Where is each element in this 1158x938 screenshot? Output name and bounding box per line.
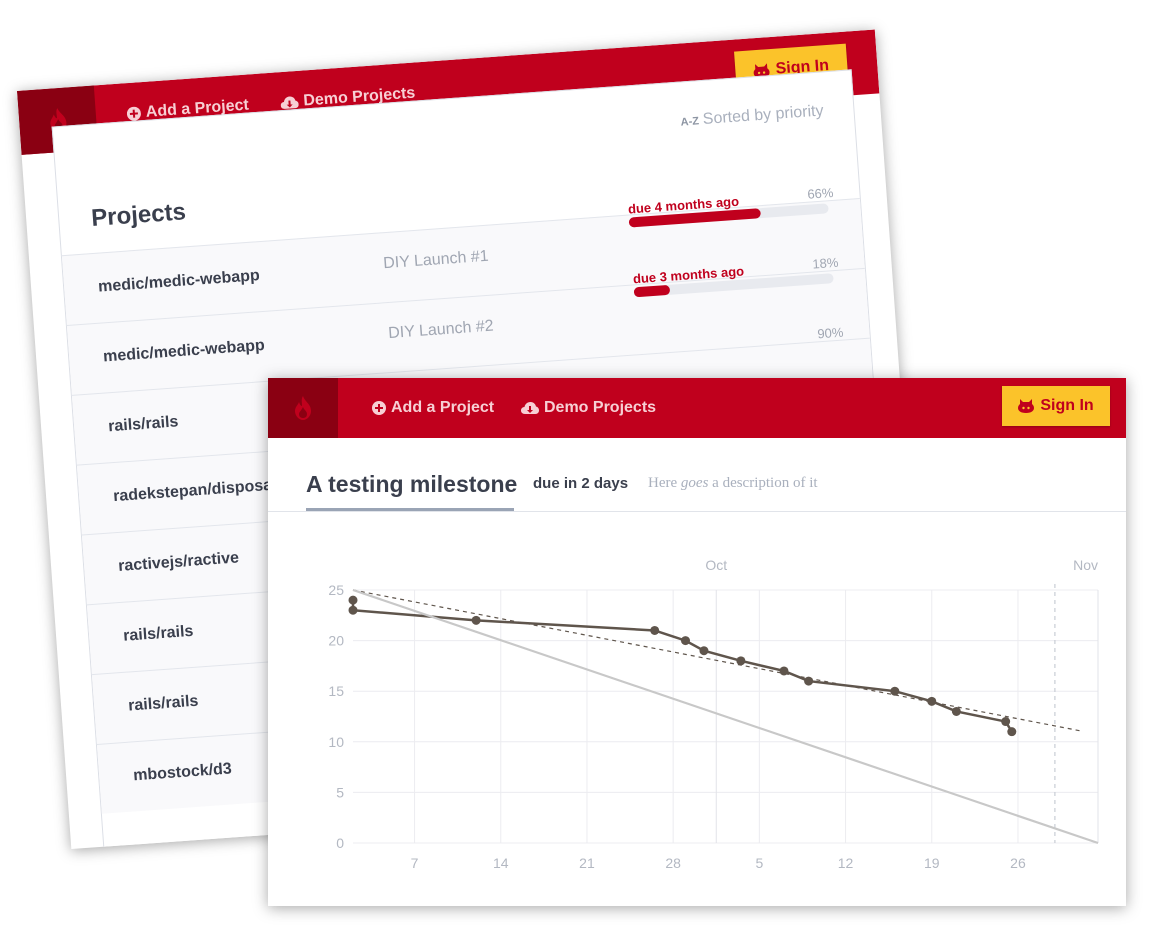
sign-in-button[interactable]: Sign In: [1002, 386, 1110, 426]
series-trend-line: [352, 589, 1080, 732]
sort-toggle[interactable]: A-Z Sorted by priority: [680, 102, 824, 130]
x-tick-label: 14: [493, 855, 509, 871]
data-point: [779, 666, 789, 676]
progress-fill: [633, 284, 671, 298]
data-point: [348, 595, 358, 605]
progress-percent: 66%: [806, 184, 834, 202]
x-tick-label: 26: [1010, 855, 1026, 871]
series-actual-line: [351, 600, 1013, 733]
y-tick-label: 15: [328, 683, 344, 699]
header-divider: [268, 511, 1126, 512]
add-project-label: Add a Project: [391, 399, 495, 416]
plus-circle-icon: [126, 106, 141, 121]
data-point: [736, 656, 746, 666]
flame-icon: [295, 396, 311, 420]
sort-label: Sorted by priority: [702, 102, 825, 129]
x-tick-label: 21: [579, 855, 595, 871]
progress-percent: 18%: [811, 254, 839, 272]
description-pre: Here: [648, 475, 681, 491]
cloud-download-icon: [280, 96, 299, 109]
sort-az-icon: A-Z: [680, 115, 700, 129]
sign-in-button[interactable]: Sign In: [734, 43, 849, 94]
page-title: Projects: [90, 198, 187, 232]
project-name[interactable]: mbostock/d3: [132, 760, 233, 785]
add-project-link[interactable]: Add a Project: [372, 399, 494, 417]
milestone-due: due in 2 days: [533, 475, 629, 492]
demo-projects-label: Demo Projects: [544, 399, 657, 416]
project-name[interactable]: medic/medic-webapp: [102, 336, 266, 366]
milestone-title[interactable]: A testing milestone: [306, 471, 518, 497]
data-point: [1001, 717, 1011, 727]
x-tick-label: 7: [411, 855, 419, 871]
sign-in-label: Sign In: [1040, 397, 1094, 414]
add-project-link[interactable]: Add a Project: [126, 96, 249, 123]
top-nav-bar: Add a Project Demo Projects Sign In: [268, 378, 1126, 438]
data-point: [699, 646, 709, 656]
month-label: Oct: [705, 557, 727, 573]
projects-window: Add a Project Demo Projects Sign In A-Z S…: [17, 29, 930, 850]
milestone-description: Here goes a description of it: [648, 475, 818, 492]
project-name[interactable]: rails/rails: [107, 413, 179, 436]
project-name[interactable]: ractivejs/ractive: [117, 549, 240, 575]
data-point: [927, 696, 937, 706]
x-tick-label: 5: [755, 855, 763, 871]
data-point: [348, 605, 358, 615]
data-point: [1007, 727, 1017, 737]
data-point: [471, 615, 481, 625]
github-octocat-icon: [1018, 399, 1035, 413]
y-tick-label: 0: [336, 835, 344, 851]
progress-percent: 90%: [816, 324, 844, 342]
series-ideal-line: [352, 588, 1099, 845]
github-octocat-icon: [753, 63, 770, 78]
description-post: a description of it: [708, 475, 818, 491]
x-tick-label: 28: [665, 855, 681, 871]
plus-circle-icon: [372, 401, 386, 415]
x-tick-label: 19: [924, 855, 940, 871]
milestone-name[interactable]: DIY Launch #1: [382, 247, 490, 273]
y-tick-label: 5: [336, 784, 344, 800]
milestone-window: Add a Project Demo Projects Sign In A te…: [268, 378, 1126, 906]
data-point: [890, 686, 900, 696]
project-name[interactable]: rails/rails: [127, 692, 199, 715]
data-point: [951, 706, 961, 716]
logo[interactable]: [268, 378, 338, 438]
data-point: [804, 676, 814, 686]
x-tick-label: 12: [838, 855, 854, 871]
active-tab-indicator: [306, 508, 514, 511]
month-label: Nov: [1073, 557, 1098, 573]
project-name[interactable]: medic/medic-webapp: [97, 267, 261, 296]
project-name[interactable]: rails/rails: [122, 622, 194, 645]
y-tick-label: 10: [328, 734, 344, 750]
data-point: [650, 625, 660, 635]
description-em: goes: [680, 475, 709, 491]
milestone-name[interactable]: DIY Launch #2: [387, 317, 495, 343]
y-tick-label: 20: [328, 633, 344, 649]
demo-projects-link[interactable]: Demo Projects: [280, 85, 416, 113]
y-tick-label: 25: [328, 582, 344, 598]
cloud-download-icon: [521, 402, 539, 414]
data-point: [680, 636, 690, 646]
demo-projects-link[interactable]: Demo Projects: [521, 399, 656, 417]
burndown-chart: 0 5 10 15 20 25 7 14 21 28 5 12 19 26 Oct Nov: [328, 557, 1099, 871]
